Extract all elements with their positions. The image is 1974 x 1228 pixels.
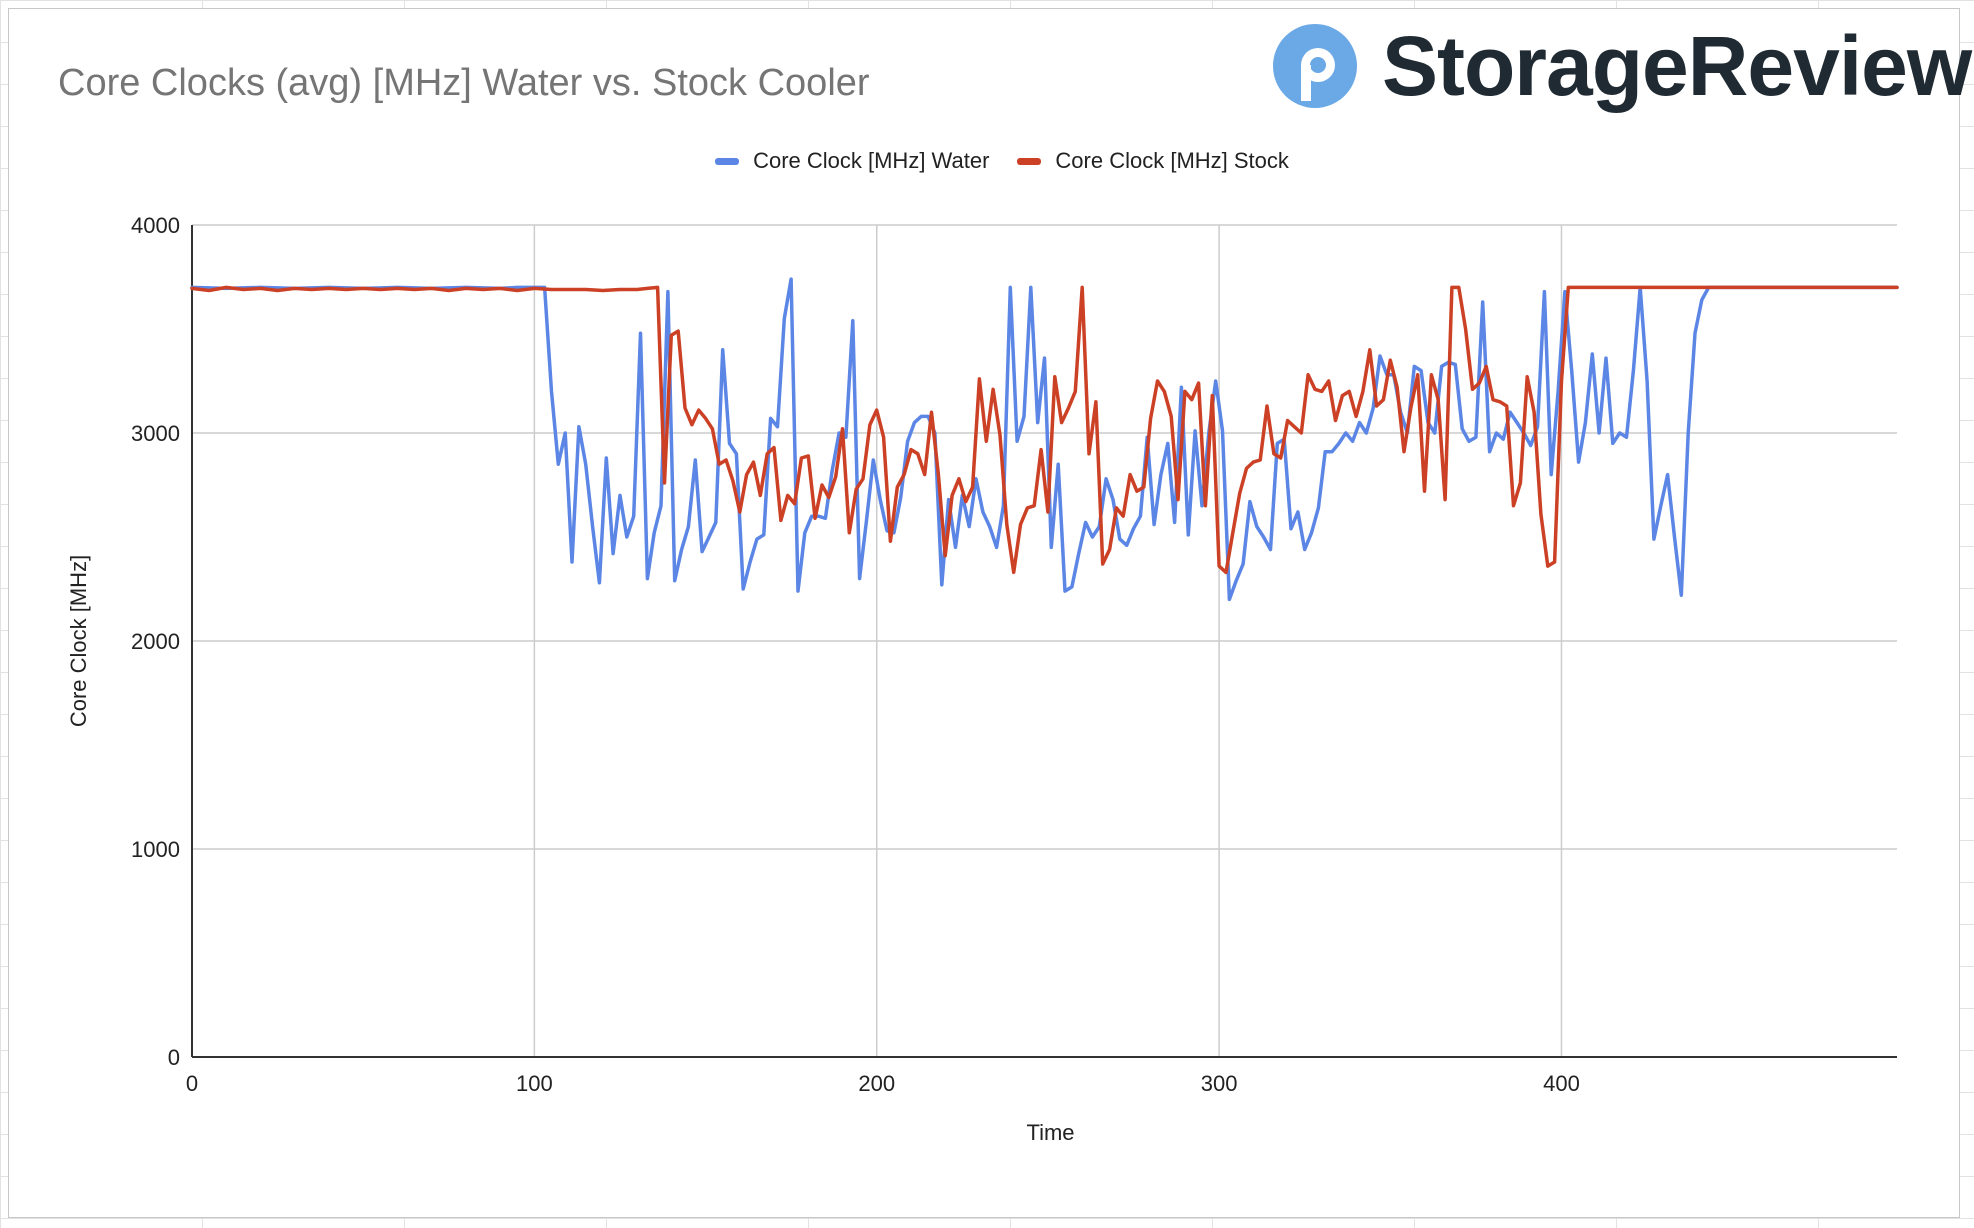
y-tick-label: 0: [168, 1045, 180, 1070]
y-axis-label: Core Clock [MHz]: [66, 555, 91, 727]
chart-title: Core Clocks (avg) [MHz] Water vs. Stock …: [58, 62, 870, 104]
chart-card[interactable]: [8, 8, 1960, 1218]
series-line-stock: [190, 285, 1899, 575]
x-tick-label: 400: [1543, 1071, 1580, 1096]
x-tick-label: 100: [516, 1071, 553, 1096]
x-tick-label: 0: [186, 1071, 198, 1096]
legend-swatch-water: [715, 157, 740, 165]
legend-item-stock[interactable]: Core Clock [MHz] Stock: [1017, 148, 1289, 174]
legend-label-water: Core Clock [MHz] Water: [753, 148, 990, 173]
logo-text: StorageReview: [1382, 18, 1972, 113]
legend-label-stock: Core Clock [MHz] Stock: [1055, 148, 1289, 173]
storagereview-logo-icon: [1273, 24, 1357, 108]
y-tick-label: 4000: [131, 213, 180, 238]
x-axis-label: Time: [1026, 1120, 1074, 1145]
y-tick-label: 3000: [131, 421, 180, 446]
x-tick-label: 300: [1201, 1071, 1238, 1096]
legend-swatch-stock: [1017, 157, 1042, 165]
storagereview-logo: StorageReview: [1270, 18, 1972, 113]
y-tick-label: 2000: [131, 629, 180, 654]
series-line-water: [190, 277, 1899, 602]
x-tick-label: 200: [858, 1071, 895, 1096]
chart-legend: Core Clock [MHz] Water Core Clock [MHz] …: [0, 148, 1974, 174]
legend-item-water[interactable]: Core Clock [MHz] Water: [715, 148, 989, 174]
y-tick-label: 1000: [131, 837, 180, 862]
